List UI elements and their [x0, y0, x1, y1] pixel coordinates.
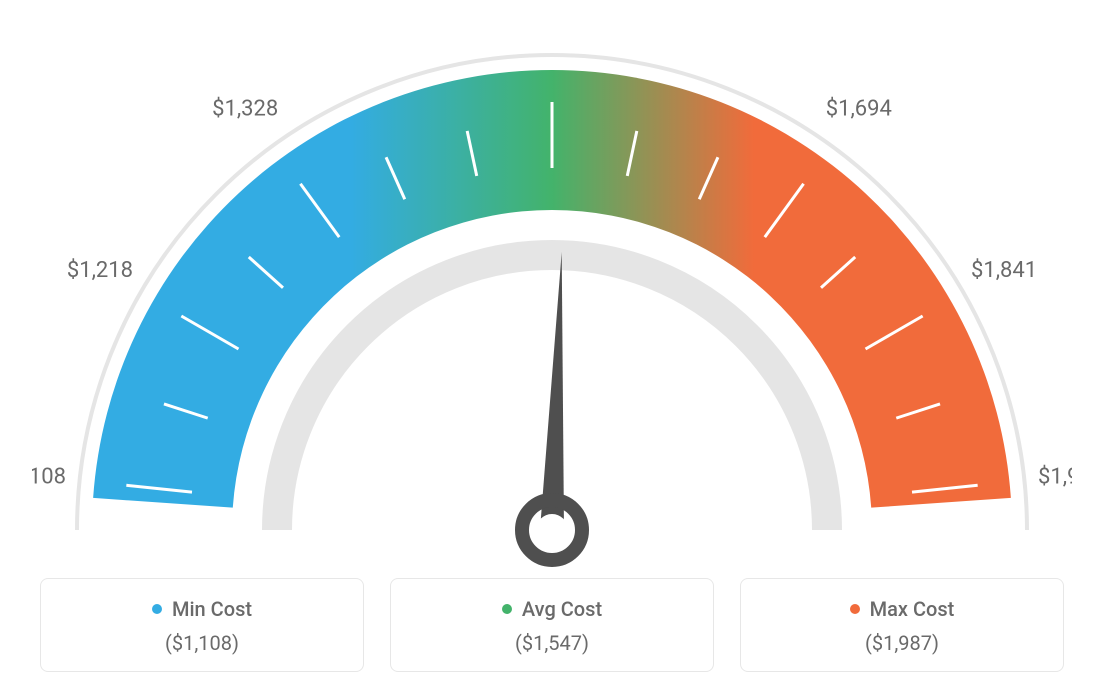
legend-dot-max	[850, 604, 860, 614]
legend-card-max: Max Cost ($1,987)	[740, 578, 1064, 672]
legend-label-avg: Avg Cost	[502, 597, 602, 621]
legend-value-max: ($1,987)	[751, 631, 1053, 655]
gauge-needle-pivot-hole	[536, 514, 568, 546]
legend-value-min: ($1,108)	[51, 631, 353, 655]
legend-label-max-text: Max Cost	[870, 597, 955, 621]
gauge-tick-label: $1,218	[67, 258, 133, 283]
gauge-chart: $1,108$1,218$1,328$1,547$1,694$1,841$1,9…	[32, 30, 1072, 590]
legend-value-avg: ($1,547)	[401, 631, 703, 655]
legend-dot-avg	[502, 604, 512, 614]
legend-card-min: Min Cost ($1,108)	[40, 578, 364, 672]
gauge-tick-label: $1,841	[971, 258, 1037, 283]
gauge-container: $1,108$1,218$1,328$1,547$1,694$1,841$1,9…	[0, 0, 1104, 560]
gauge-tick-label: $1,987	[1038, 464, 1072, 489]
legend-label-avg-text: Avg Cost	[522, 597, 602, 621]
legend-label-min: Min Cost	[152, 597, 252, 621]
legend-dot-min	[152, 604, 162, 614]
gauge-tick-label: $1,328	[212, 97, 278, 122]
gauge-needle	[540, 252, 564, 530]
legend-label-max: Max Cost	[850, 597, 955, 621]
legend-card-avg: Avg Cost ($1,547)	[390, 578, 714, 672]
gauge-tick-label: $1,694	[826, 97, 892, 122]
legend-label-min-text: Min Cost	[172, 597, 252, 621]
legend-row: Min Cost ($1,108) Avg Cost ($1,547) Max …	[40, 578, 1064, 672]
gauge-tick-label: $1,108	[32, 464, 66, 489]
